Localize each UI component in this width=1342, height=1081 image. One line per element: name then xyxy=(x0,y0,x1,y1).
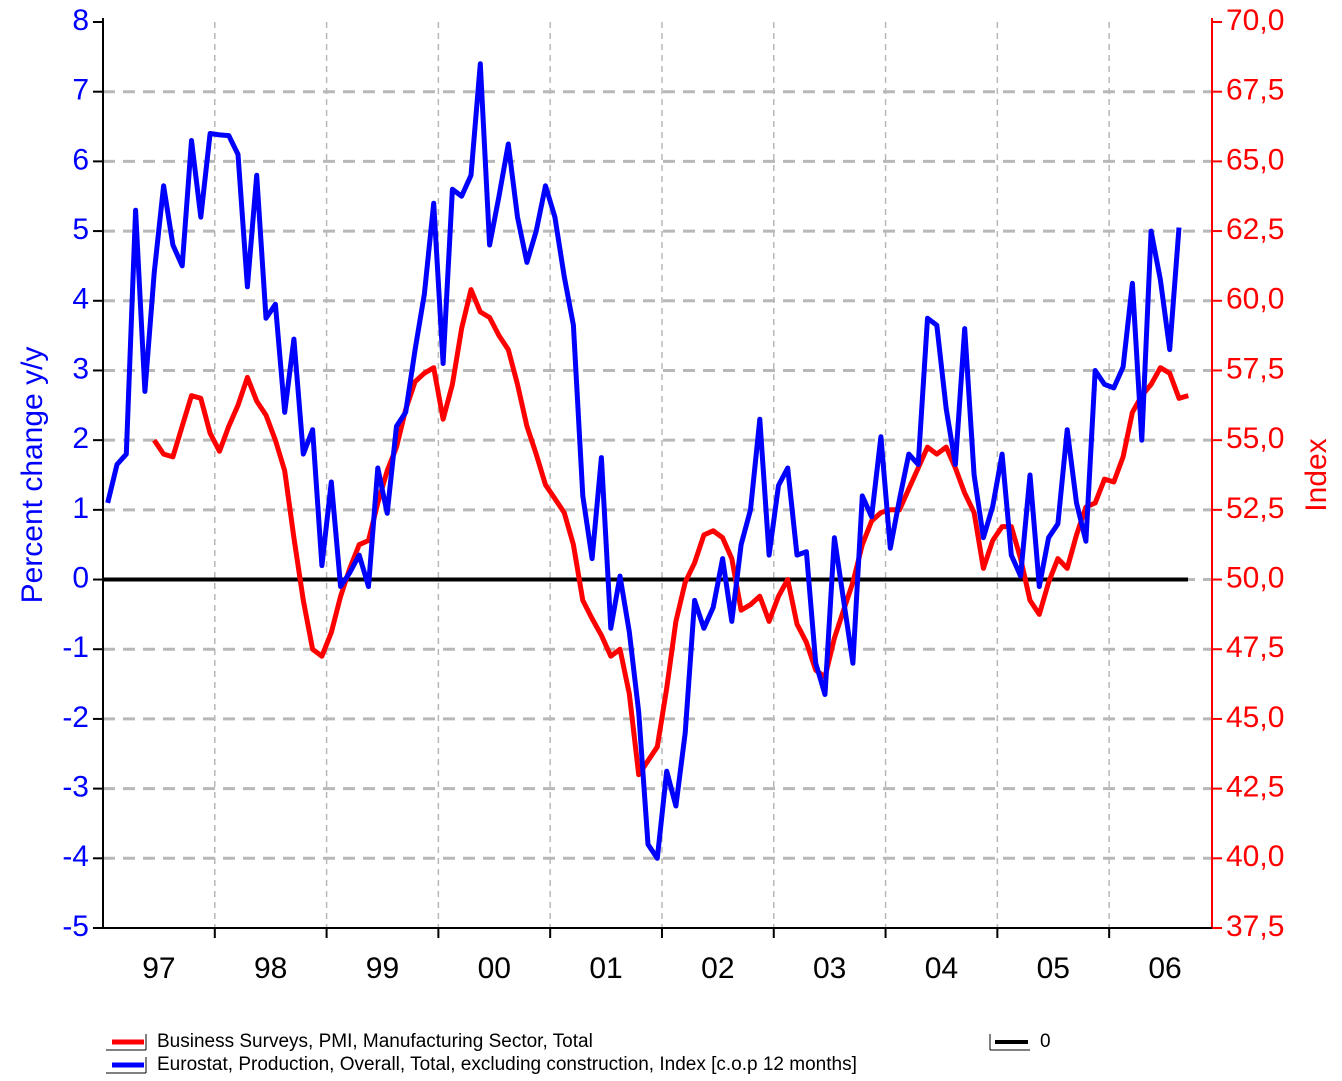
y-tick-label: -4 xyxy=(62,840,89,873)
series-line xyxy=(152,287,1189,778)
y-tick-label: 2 xyxy=(72,422,89,455)
legend-label: 0 xyxy=(1040,1031,1051,1052)
series-line xyxy=(105,61,1182,861)
x-tick-label: 97 xyxy=(142,952,175,985)
y-tick-label: 7 xyxy=(72,74,89,107)
y2-tick-label: 45,0 xyxy=(1226,701,1284,734)
y2-axis-label: Index xyxy=(1300,438,1333,511)
legend-label: Eurostat, Production, Overall, Total, ex… xyxy=(157,1054,857,1075)
x-tick-label: 01 xyxy=(589,952,622,985)
y-tick-label: -3 xyxy=(62,771,89,804)
y-tick-label: -5 xyxy=(62,910,89,943)
y2-tick-label: 52,5 xyxy=(1226,492,1284,525)
y2-tick-label: 62,5 xyxy=(1226,213,1284,246)
y-tick-label: 1 xyxy=(72,492,89,525)
y2-tick-label: 50,0 xyxy=(1226,561,1284,594)
y-tick-label: 4 xyxy=(72,283,89,316)
x-tick-label: 99 xyxy=(366,952,399,985)
y2-tick-label: 47,5 xyxy=(1226,631,1284,664)
x-tick-label: 03 xyxy=(813,952,846,985)
y2-tick-label: 42,5 xyxy=(1226,771,1284,804)
x-tick-label: 00 xyxy=(478,952,511,985)
y-tick-label: 5 xyxy=(72,213,89,246)
y2-tick-label: 60,0 xyxy=(1226,283,1284,316)
x-tick-label: 04 xyxy=(925,952,958,985)
x-tick-label: 05 xyxy=(1037,952,1070,985)
y-axis-label: Percent change y/y xyxy=(16,347,49,604)
y2-tick-label: 40,0 xyxy=(1226,840,1284,873)
y2-tick-label: 37,5 xyxy=(1226,910,1284,943)
x-tick-label: 98 xyxy=(254,952,287,985)
x-tick-label: 06 xyxy=(1148,952,1181,985)
y2-tick-label: 57,5 xyxy=(1226,352,1284,385)
y-tick-label: 6 xyxy=(72,143,89,176)
legend-icon-frame xyxy=(106,1034,147,1051)
legend-icon-frame xyxy=(989,1034,1030,1051)
y-tick-label: -2 xyxy=(62,701,89,734)
y-tick-label: 0 xyxy=(72,561,89,594)
y2-tick-label: 67,5 xyxy=(1226,74,1284,107)
y-tick-label: 3 xyxy=(72,352,89,385)
y-tick-label: -1 xyxy=(62,631,89,664)
y2-tick-label: 55,0 xyxy=(1226,422,1284,455)
legend-icon-frame xyxy=(106,1057,147,1074)
y2-tick-label: 70,0 xyxy=(1226,4,1284,37)
y-tick-label: 8 xyxy=(72,4,89,37)
legend-label: Business Surveys, PMI, Manufacturing Sec… xyxy=(157,1031,593,1052)
x-tick-label: 02 xyxy=(701,952,734,985)
y2-tick-label: 65,0 xyxy=(1226,143,1284,176)
